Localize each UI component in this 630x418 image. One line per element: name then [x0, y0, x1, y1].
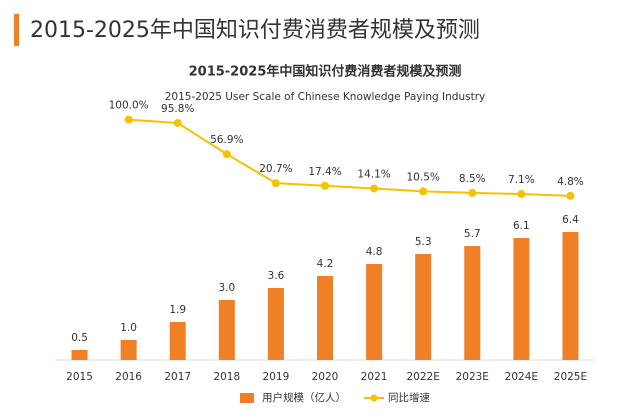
- legend-swatch: [370, 394, 378, 402]
- chart-title: 2015-2025年中国知识付费消费者规模及预测: [189, 64, 462, 80]
- x-tick-label: 2022E: [407, 371, 440, 383]
- bar-value-label: 0.5: [71, 332, 88, 344]
- bar: [71, 350, 88, 360]
- line-point: [517, 190, 526, 199]
- header-accent: [14, 14, 19, 46]
- bar: [513, 238, 530, 360]
- legend-label: 用户规模（亿人）: [262, 391, 346, 404]
- line-value-label: 10.5%: [407, 171, 440, 183]
- line-value-label: 14.1%: [357, 168, 390, 180]
- bar-value-label: 6.4: [562, 214, 579, 226]
- x-tick-label: 2020: [312, 371, 339, 383]
- x-tick-label: 2015: [66, 371, 93, 383]
- x-tick-label: 2019: [263, 371, 290, 383]
- line-point: [419, 187, 428, 196]
- bar-value-label: 6.1: [513, 220, 530, 232]
- x-tick-label: 2024E: [505, 371, 538, 383]
- page-title: 2015-2025年中国知识付费消费者规模及预测: [30, 18, 480, 43]
- bar-value-label: 4.2: [317, 258, 334, 270]
- line-value-label: 95.8%: [161, 103, 194, 115]
- bar: [120, 340, 137, 360]
- line-value-label: 4.8%: [557, 176, 584, 188]
- bar: [218, 300, 235, 360]
- line-point: [321, 181, 329, 190]
- line-value-label: 17.4%: [308, 166, 341, 178]
- x-tick-label: 2017: [164, 371, 191, 383]
- line-point: [468, 188, 477, 197]
- bar: [366, 264, 383, 360]
- legend-swatch: [240, 393, 254, 403]
- line-point: [222, 150, 231, 159]
- bar-value-label: 1.0: [120, 322, 137, 334]
- line-value-label: 8.5%: [459, 173, 486, 185]
- bar-value-label: 1.9: [169, 304, 186, 316]
- line-value-label: 20.7%: [259, 163, 292, 175]
- chart-subtitle: 2015-2025 User Scale of Chinese Knowledg…: [165, 91, 486, 103]
- line: [128, 118, 571, 197]
- line-point: [370, 184, 379, 193]
- bar: [464, 246, 481, 360]
- line-value-label: 56.9%: [210, 134, 243, 146]
- legend-label: 同比增速: [388, 391, 430, 404]
- bar-value-label: 4.8: [366, 246, 383, 258]
- line-value-label: 7.1%: [508, 174, 535, 186]
- bar: [562, 232, 579, 360]
- x-tick-label: 2018: [213, 371, 240, 383]
- bar-value-label: 3.6: [268, 270, 285, 282]
- x-tick-label: 2021: [361, 371, 388, 383]
- line-point: [173, 118, 182, 127]
- x-tick-label: 2016: [115, 371, 142, 383]
- line-value-label: 100.0%: [109, 100, 149, 112]
- bar: [415, 254, 432, 360]
- bar: [317, 276, 333, 360]
- line-point: [566, 191, 575, 200]
- bar: [267, 288, 284, 360]
- x-tick-label: 2025E: [554, 371, 587, 383]
- bar-value-label: 3.0: [218, 282, 235, 294]
- bar: [169, 322, 186, 360]
- bar-value-label: 5.3: [415, 236, 432, 248]
- bar-value-label: 5.7: [464, 228, 481, 240]
- line-point: [124, 115, 133, 124]
- line-point: [271, 179, 280, 188]
- x-tick-label: 2023E: [456, 371, 489, 383]
